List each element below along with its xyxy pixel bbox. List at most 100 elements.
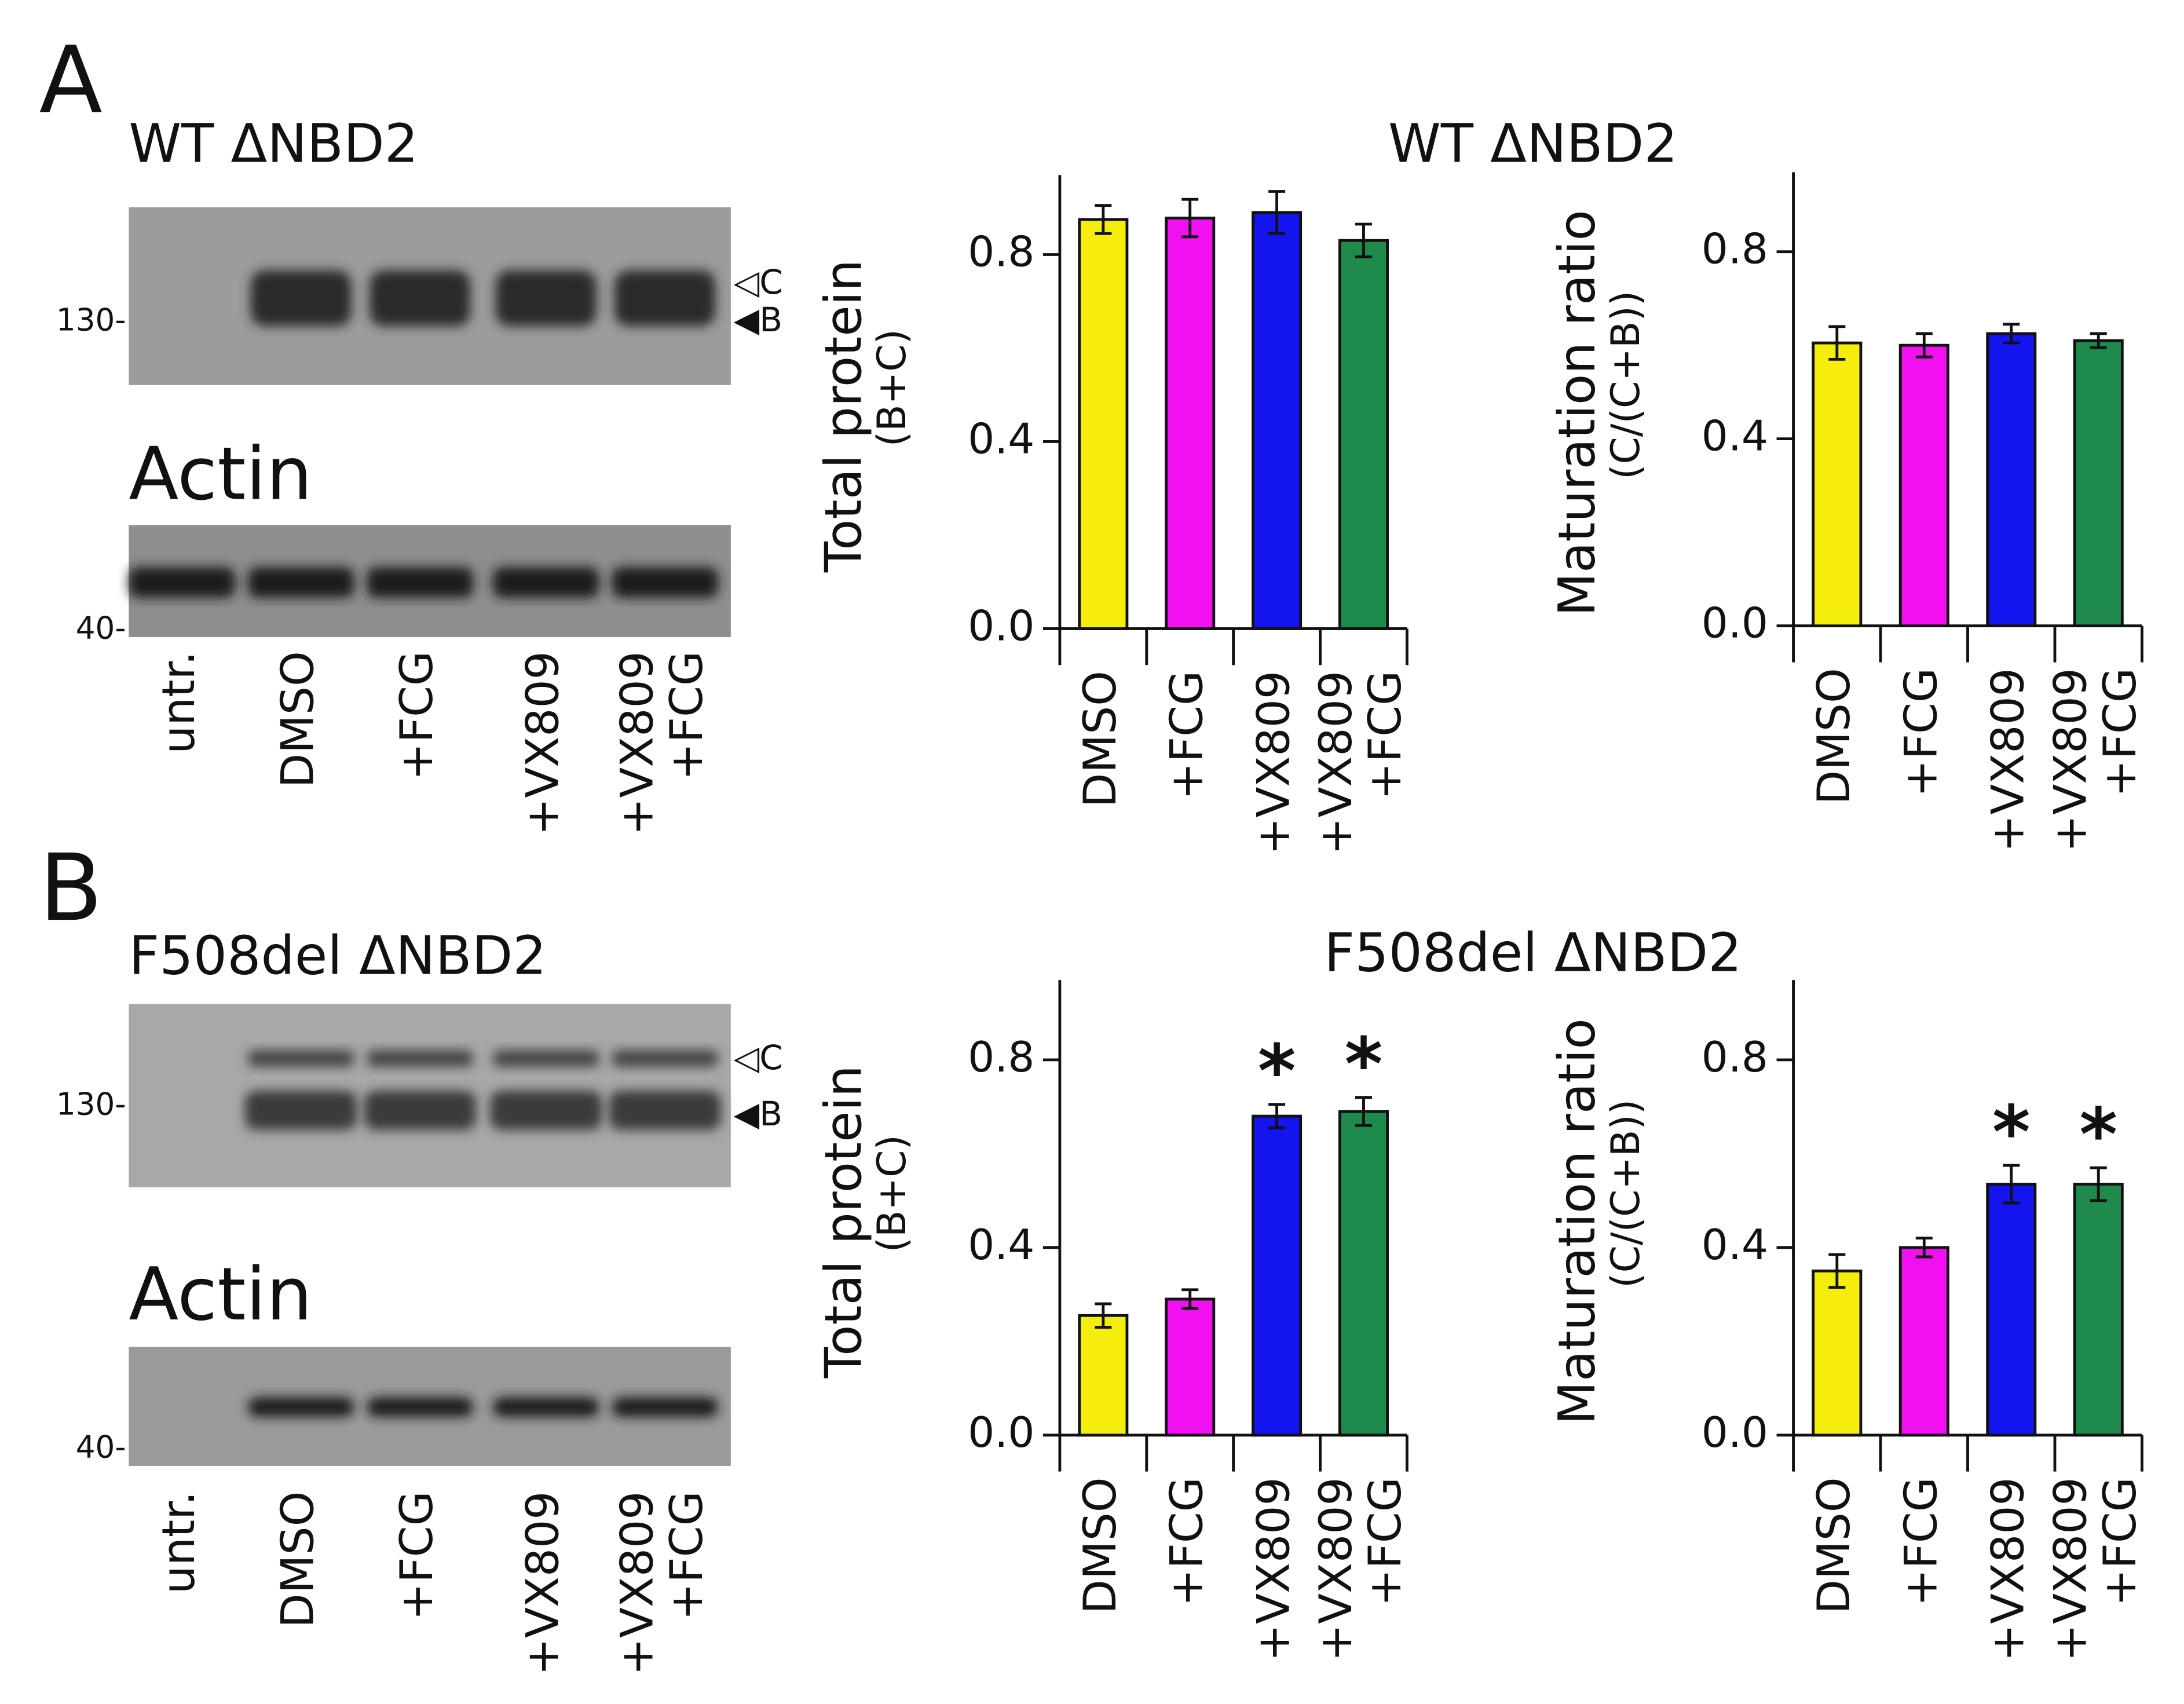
- error-bar: [2003, 323, 2020, 345]
- significance-marker: *: [1992, 1089, 2031, 1175]
- y-axis-sublabel: (C/(C+B)): [1603, 1099, 1648, 1288]
- marker-label: 130-: [56, 1086, 126, 1122]
- x-tick-label: DMSO: [1074, 671, 1126, 807]
- error-bar: [1181, 198, 1199, 239]
- error-bar: [1355, 222, 1372, 258]
- bar: [1252, 211, 1303, 630]
- significance-marker: *: [2079, 1092, 2117, 1177]
- x-tick-label: +VX809+FCG: [1310, 671, 1411, 855]
- x-tick-label: +VX809: [1982, 668, 2035, 852]
- blot-band: [370, 270, 471, 327]
- y-axis-label: Total protein: [814, 1065, 873, 1378]
- bar: [1252, 1114, 1303, 1437]
- x-tick-label: DMSO: [1074, 1477, 1126, 1614]
- marker-label: 40-: [76, 610, 126, 646]
- bar: [2073, 339, 2124, 628]
- lane-label: untr.: [153, 1491, 205, 1595]
- error-bar: [1828, 325, 1846, 361]
- panel-label: B: [39, 834, 103, 942]
- x-tick-label: +VX809+FCG: [2045, 668, 2146, 852]
- lane-label: +FCG: [391, 651, 443, 780]
- bar: [1898, 343, 1949, 628]
- y-tick-label: 0.8: [1702, 225, 1768, 274]
- band-label: ◁C: [734, 262, 783, 302]
- blot-band: [612, 1050, 719, 1067]
- y-tick-label: 0.4: [1702, 412, 1768, 461]
- y-axis-sublabel: (B+C): [869, 1135, 914, 1252]
- bar: [1338, 1110, 1389, 1437]
- blot-band: [492, 1050, 599, 1067]
- x-tick-label: +VX809+FCG: [1310, 1477, 1411, 1661]
- band-label: ◀B: [734, 300, 782, 339]
- lane-label: +VX809: [517, 1491, 569, 1676]
- error-bar: [2090, 1166, 2107, 1202]
- bar: [1165, 1297, 1216, 1437]
- error-bar: [1095, 1302, 1112, 1329]
- actin-band: [612, 567, 719, 598]
- error-bar: [1268, 1103, 1286, 1129]
- lane-label: DMSO: [272, 651, 324, 788]
- blot-band: [250, 270, 352, 327]
- error-bar: [1355, 1096, 1372, 1127]
- y-tick-label: 0.0: [968, 602, 1034, 650]
- lane-label: +VX809+FCG: [612, 651, 713, 835]
- y-tick-label: 0.0: [1702, 1409, 1768, 1457]
- chart-title: F508del ΔNBD2: [1324, 922, 1742, 983]
- y-axis-label: Total protein: [814, 259, 873, 573]
- bar: [1078, 1314, 1129, 1437]
- error-bar: [1915, 1237, 1933, 1259]
- actin-band: [247, 1397, 354, 1417]
- bar: [1898, 1246, 1949, 1437]
- blot-band: [609, 1091, 721, 1130]
- blot-band: [490, 1091, 602, 1130]
- x-tick-label: +FCG: [1895, 1477, 1947, 1606]
- band-label: ◁C: [734, 1038, 783, 1077]
- blot-title: F508del ΔNBD2: [129, 924, 546, 986]
- blot-band: [245, 1091, 357, 1130]
- y-tick-label: 0.0: [968, 1409, 1034, 1457]
- x-tick-label: DMSO: [1808, 1477, 1860, 1614]
- y-axis-sublabel: (C/(C+B)): [1603, 291, 1648, 480]
- bar: [1078, 218, 1129, 630]
- x-tick-label: +VX809: [1248, 671, 1300, 855]
- x-tick-label: +FCG: [1161, 671, 1213, 800]
- actin-band: [247, 567, 354, 598]
- actin-band: [492, 567, 599, 598]
- x-tick-label: +VX809: [1248, 1477, 1300, 1661]
- blot-band: [614, 270, 716, 327]
- error-bar: [1095, 204, 1112, 235]
- error-bar: [2003, 1164, 2020, 1205]
- blot-title: WT ΔNBD2: [129, 112, 418, 174]
- actin-band: [367, 1397, 474, 1417]
- y-tick-label: 0.0: [1702, 599, 1768, 648]
- bar: [1986, 1183, 2037, 1437]
- bar: [1812, 1269, 1863, 1437]
- lane-label: untr.: [153, 651, 205, 754]
- marker-label: 40-: [76, 1429, 126, 1465]
- actin-band: [367, 567, 474, 598]
- significance-marker: *: [1258, 1029, 1296, 1114]
- y-tick-label: 0.4: [968, 415, 1034, 463]
- error-bar: [1268, 190, 1286, 235]
- actin-band: [492, 1397, 599, 1417]
- bar: [1812, 341, 1863, 628]
- actin-title: Actin: [129, 1252, 312, 1337]
- blot-band: [364, 1091, 476, 1130]
- y-tick-label: 0.4: [1702, 1221, 1768, 1270]
- actin-band: [612, 1397, 719, 1417]
- chart-title: WT ΔNBD2: [1388, 112, 1678, 174]
- blot-band: [367, 1050, 474, 1067]
- bar: [2073, 1183, 2124, 1437]
- panel-label: A: [39, 26, 103, 134]
- lane-label: +FCG: [391, 1491, 443, 1621]
- lane-label: +VX809: [517, 651, 569, 835]
- bar: [1165, 217, 1216, 630]
- band-label: ◀B: [734, 1094, 782, 1133]
- lane-label: +VX809+FCG: [612, 1491, 713, 1676]
- marker-label: 130-: [56, 302, 126, 338]
- blot-band: [247, 1050, 354, 1067]
- bar: [1338, 239, 1389, 630]
- y-tick-label: 0.8: [968, 228, 1034, 277]
- error-bar: [2090, 332, 2107, 349]
- lane-label: DMSO: [272, 1491, 324, 1628]
